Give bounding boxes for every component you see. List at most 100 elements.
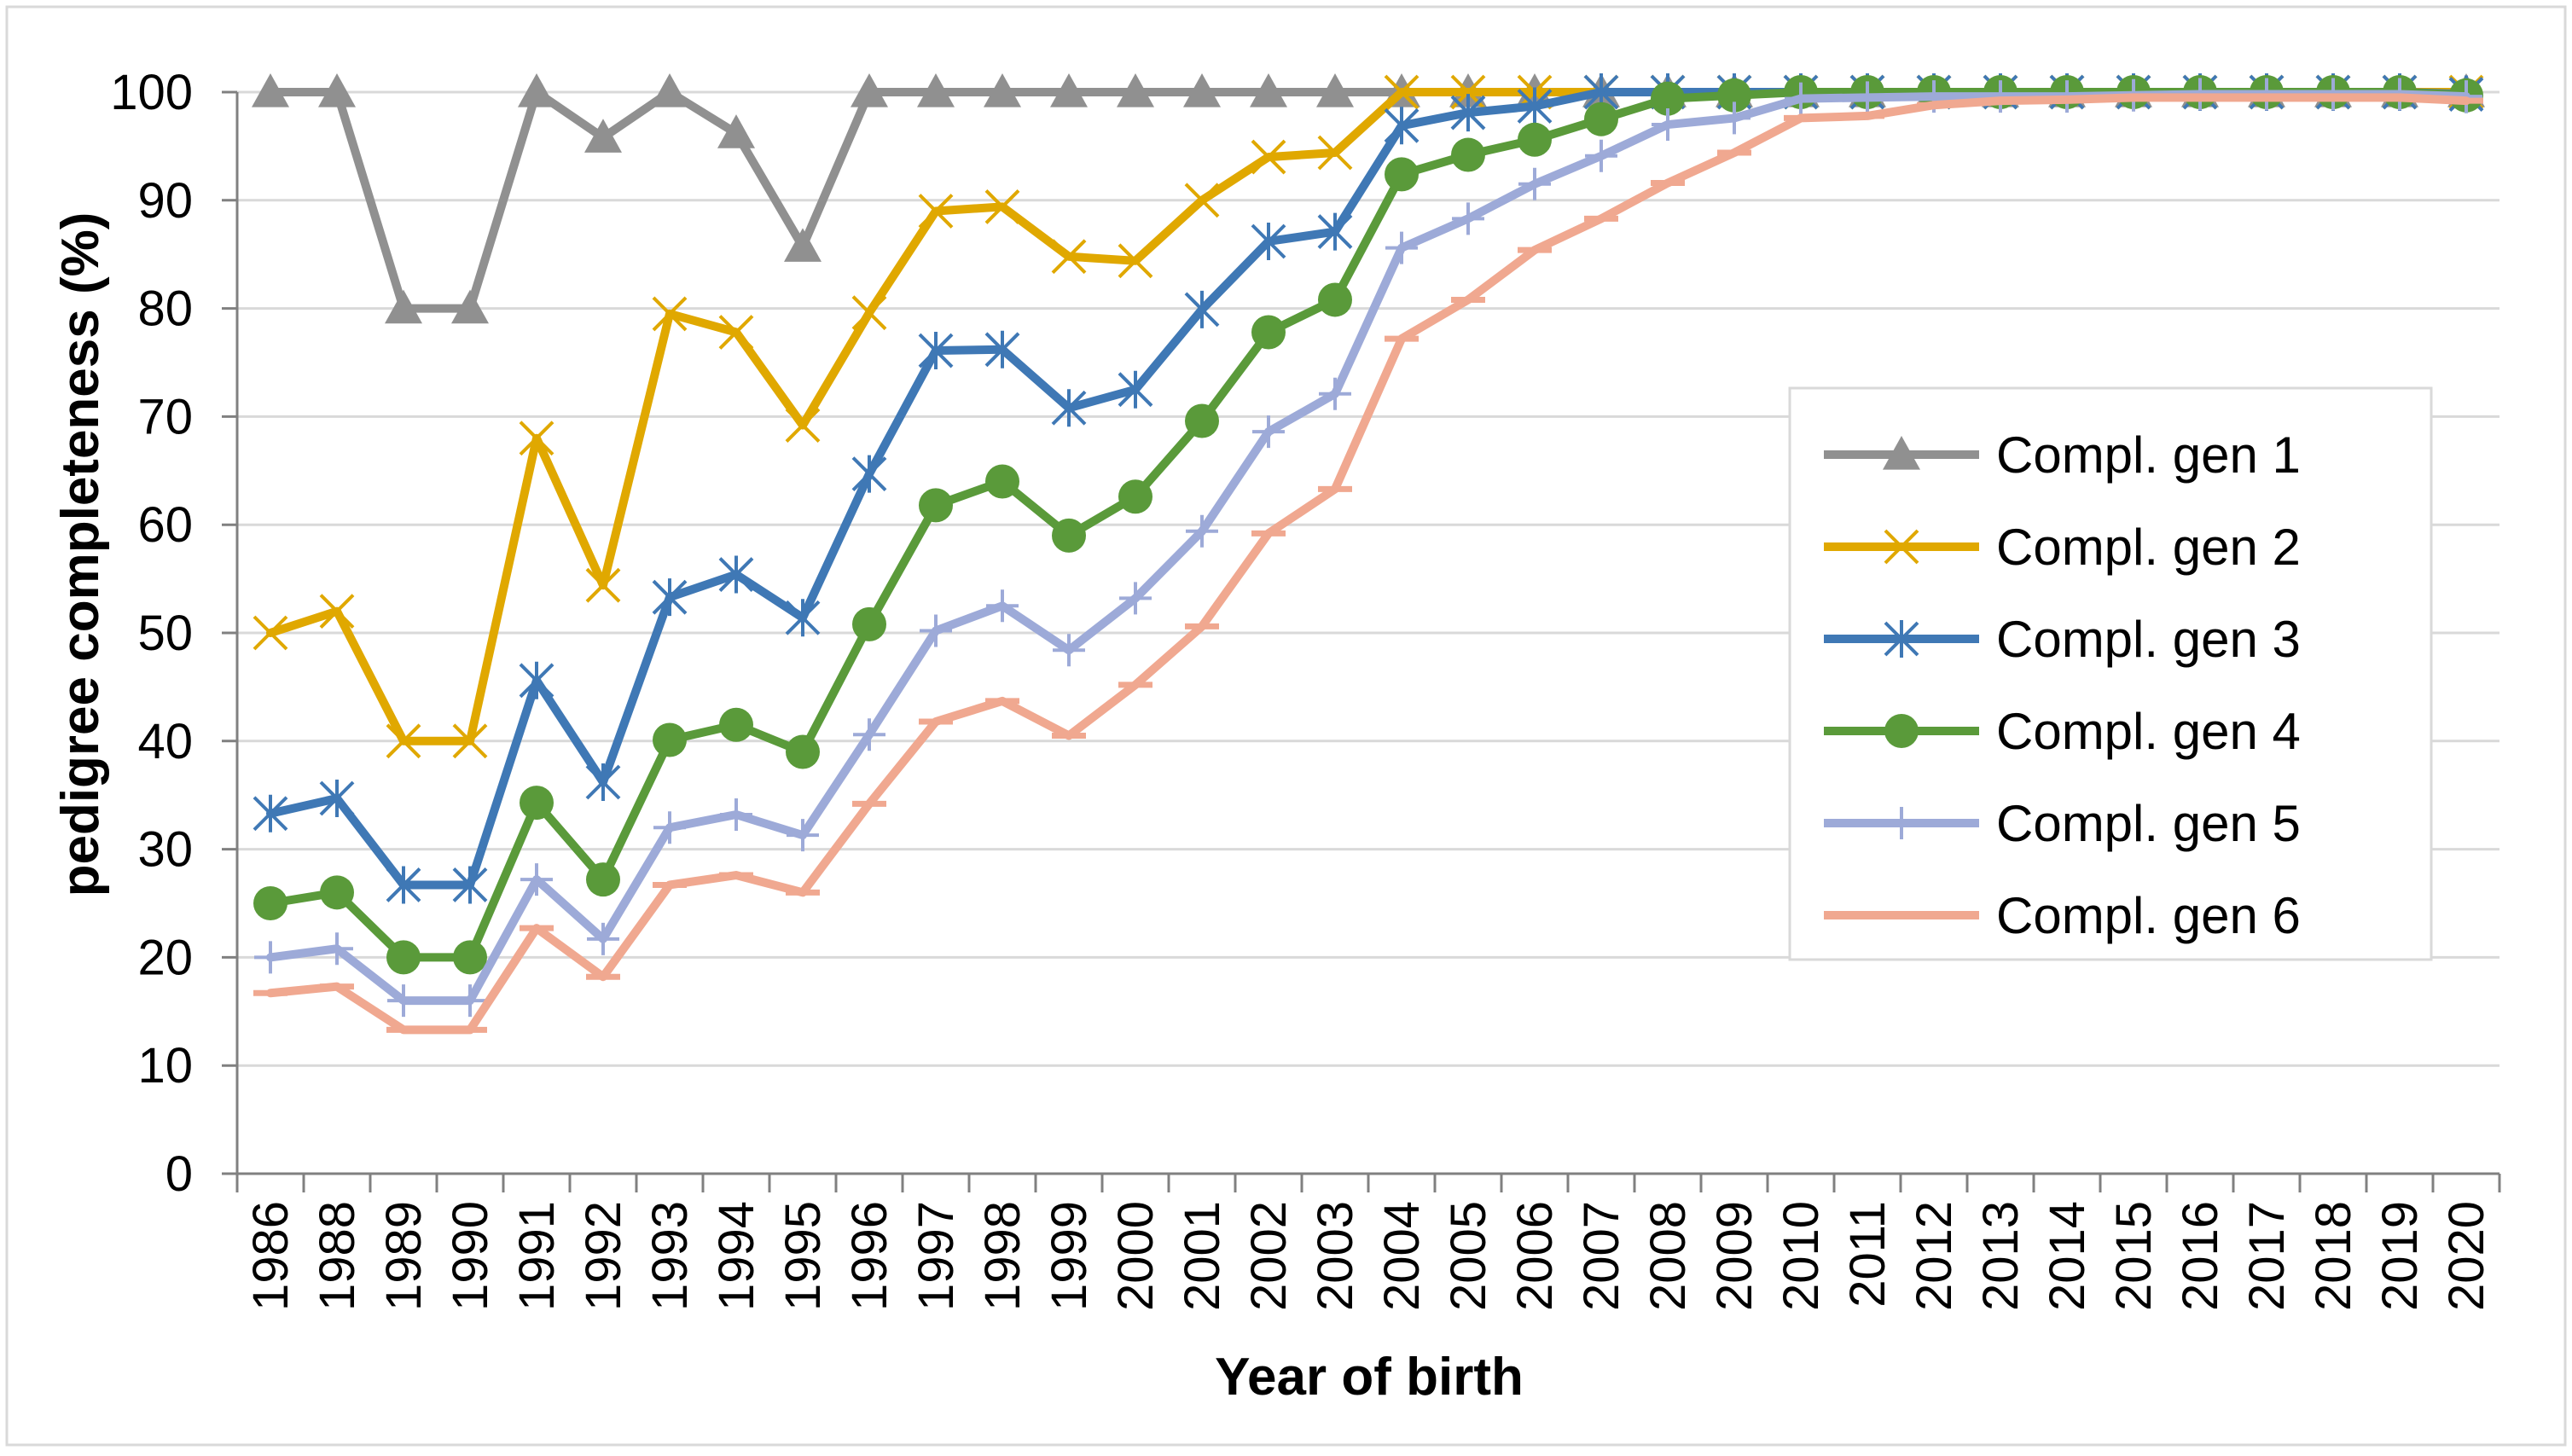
plus-marker [1119,582,1152,615]
plus-marker [1452,202,1484,235]
circle-marker [453,940,487,975]
triangle-marker [385,289,422,324]
circle-marker [1185,403,1219,438]
triangle-marker [1316,73,1354,107]
circle-marker [253,886,287,920]
axes [222,90,2501,1192]
x-marker [851,295,887,331]
star-marker [1051,389,1087,427]
star-marker [1384,107,1420,145]
star-marker [519,661,554,699]
star-marker [253,794,288,832]
circle-marker [1451,137,1485,172]
plus-marker [986,589,1019,623]
x-tick-label: 2002 [1241,1201,1297,1311]
y-tick-label: 70 [137,389,193,444]
x-tick-label: 2019 [2372,1201,2428,1311]
x-tick-label: 2003 [1308,1201,1363,1311]
plus-marker [387,984,420,1018]
legend: Compl. gen 1 Compl. gen 2 Compl. gen 3 Comp… [1788,386,2433,961]
y-tick-label: 90 [137,173,193,229]
star-marker [1517,87,1553,125]
x-marker [319,594,355,629]
circle-marker [1651,81,1685,116]
circle-marker [320,875,354,910]
legend-entry: Compl. gen 3 [1824,611,2301,668]
triangle-marker [1183,73,1221,107]
x-tick-label: 2006 [1507,1201,1563,1311]
x-tick-label: 1990 [443,1201,498,1311]
x-tick-label: 2017 [2239,1201,2295,1311]
x-tick-label: 1994 [709,1201,764,1311]
x-marker [652,296,688,332]
y-tick-label: 40 [137,714,193,769]
legend-entry: Compl. gen 6 [1824,887,2301,944]
x-tick-label: 1995 [775,1201,831,1311]
x-tick-label: 1988 [310,1201,365,1311]
star-marker [785,599,821,637]
x-tick-label: 2007 [1574,1201,1629,1311]
legend-entry: Compl. gen 1 [1824,426,2301,484]
x-tick-label: 1996 [842,1201,897,1311]
plus-marker [520,863,553,896]
circle-marker [386,940,421,975]
y-tick-label: 30 [137,822,193,878]
legend-entry: Compl. gen 5 [1824,795,2301,852]
circle-marker [520,786,554,821]
x-marker [1251,139,1286,175]
star-marker [386,866,421,904]
star-marker [1317,212,1353,251]
y-tick-label: 20 [137,930,193,985]
legend-box [1788,386,2433,961]
plus-marker [1186,514,1218,548]
circle-marker [1052,518,1086,553]
x-tick-label: 1999 [1042,1201,1097,1311]
x-tick-label: 2016 [2173,1201,2228,1311]
circle-marker [1318,282,1352,317]
star-marker [1884,620,1919,658]
plus-marker [1518,167,1551,200]
series-line [266,93,2470,1035]
x-tick-label: 2008 [1640,1201,1696,1311]
triangle-marker [851,73,888,107]
triangle-marker [252,73,289,107]
x-tick-label: 1992 [576,1201,631,1311]
plus-marker [1718,102,1750,135]
circle-marker [1385,157,1419,192]
legend-entry: Compl. gen 2 [1824,519,2301,576]
legend-entry: Compl. gen 4 [1824,703,2301,760]
x-tick-label: 2011 [1840,1201,1896,1308]
star-marker [585,763,621,801]
star-marker [718,555,754,594]
star-marker [851,455,887,493]
x-tick-label: 2020 [2439,1201,2494,1311]
x-marker [253,615,288,651]
legend-label: Compl. gen 2 [1996,519,2301,576]
circle-marker [1884,714,1919,748]
star-marker [984,330,1020,368]
star-marker [918,332,954,370]
x-marker [452,723,488,759]
legend-label: Compl. gen 5 [1996,795,2301,852]
triangle-marker [318,73,356,107]
x-tick-label: 2004 [1374,1201,1430,1311]
legend-label: Compl. gen 3 [1996,611,2301,668]
circle-marker [852,606,886,641]
x-marker [1384,74,1420,110]
y-tick-label: 80 [137,281,193,337]
plus-marker [1053,634,1085,667]
plus-marker [1319,377,1351,410]
triangle-marker [584,119,622,153]
triangle-marker [1117,73,1154,107]
x-axis-title: Year of birth [1215,1348,1524,1407]
x-tick-label: 2012 [1907,1201,1962,1311]
x-marker [519,421,554,456]
x-tick-label: 1997 [909,1201,964,1311]
x-marker [585,567,621,603]
plus-marker [653,811,686,844]
plus-marker [920,614,952,647]
plus-marker [787,819,819,852]
x-tick-label: 1991 [509,1201,565,1311]
